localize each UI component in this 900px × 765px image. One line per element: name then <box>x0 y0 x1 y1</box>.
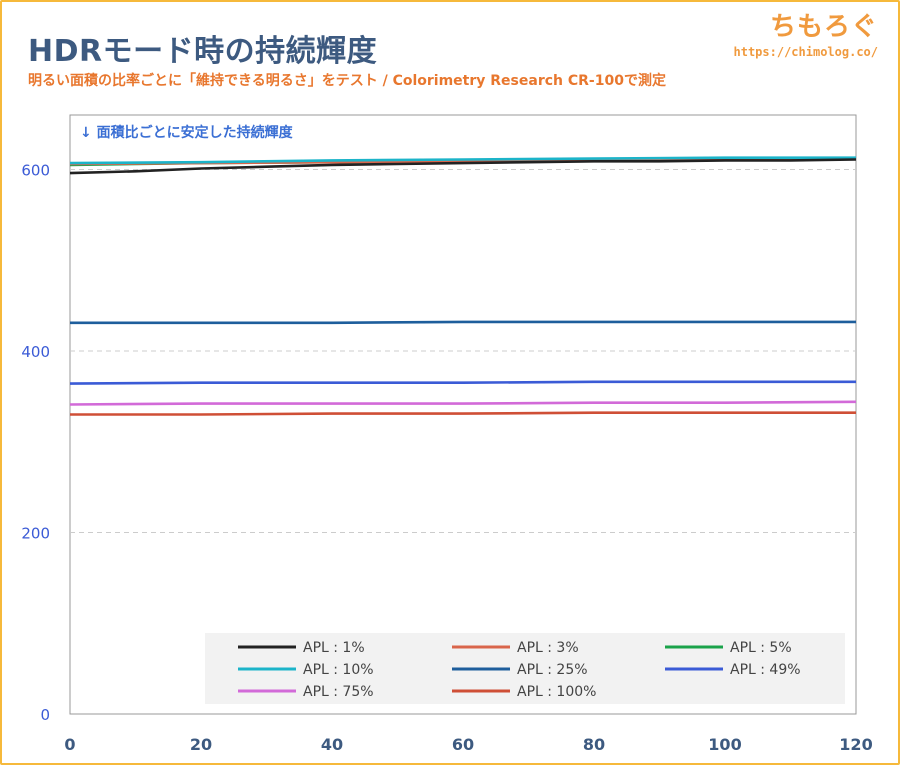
legend-label: APL : 25% <box>517 662 588 678</box>
x-tick-label: 40 <box>321 735 343 754</box>
x-axis-ticks: 0 20 40 60 80 100 120 <box>64 735 872 754</box>
legend-label: APL : 75% <box>303 684 374 700</box>
legend-label: APL : 100% <box>517 684 596 700</box>
x-tick-label: 80 <box>583 735 605 754</box>
series-layer <box>69 156 857 416</box>
series-line <box>69 156 856 165</box>
x-tick-label: 0 <box>64 735 75 754</box>
chart-annotation: ↓ 面積比ごとに安定した持続輝度 <box>80 124 294 141</box>
x-tick-label: 60 <box>452 735 474 754</box>
legend-label: APL : 49% <box>730 662 801 678</box>
legend-label: APL : 10% <box>303 662 374 678</box>
page-title: HDRモード時の持続輝度 <box>28 34 378 69</box>
legend-label: APL : 1% <box>303 640 365 656</box>
series-line <box>70 411 856 416</box>
x-tick-label: 100 <box>708 735 741 754</box>
y-tick-label: 600 <box>21 161 50 179</box>
legend-box <box>205 633 845 704</box>
y-tick-label: 400 <box>21 343 50 361</box>
series-line <box>70 320 856 325</box>
brand-name: ちもろぐ <box>769 12 878 42</box>
legend-label: APL : 5% <box>730 640 792 656</box>
x-tick-label: 120 <box>839 735 872 754</box>
brand-url: https://chimolog.co/ <box>733 45 879 59</box>
brand-logo: ちもろぐ https://chimolog.co/ <box>734 6 879 59</box>
legend-label: APL : 3% <box>517 640 579 656</box>
legend: APL : 1% APL : 3% APL : 5% APL : 10% APL : 2… <box>238 640 801 700</box>
y-tick-label: 0 <box>40 706 50 724</box>
series-line <box>69 400 857 406</box>
series-line <box>69 380 856 385</box>
y-axis-ticks: 0 200 400 600 <box>21 161 50 724</box>
series-line <box>69 158 857 175</box>
x-tick-label: 20 <box>190 735 212 754</box>
page-subtitle: 明るい面積の比率ごとに「維持できる明るさ」をテスト / Colorimetry … <box>28 73 666 89</box>
y-tick-label: 200 <box>21 524 50 542</box>
